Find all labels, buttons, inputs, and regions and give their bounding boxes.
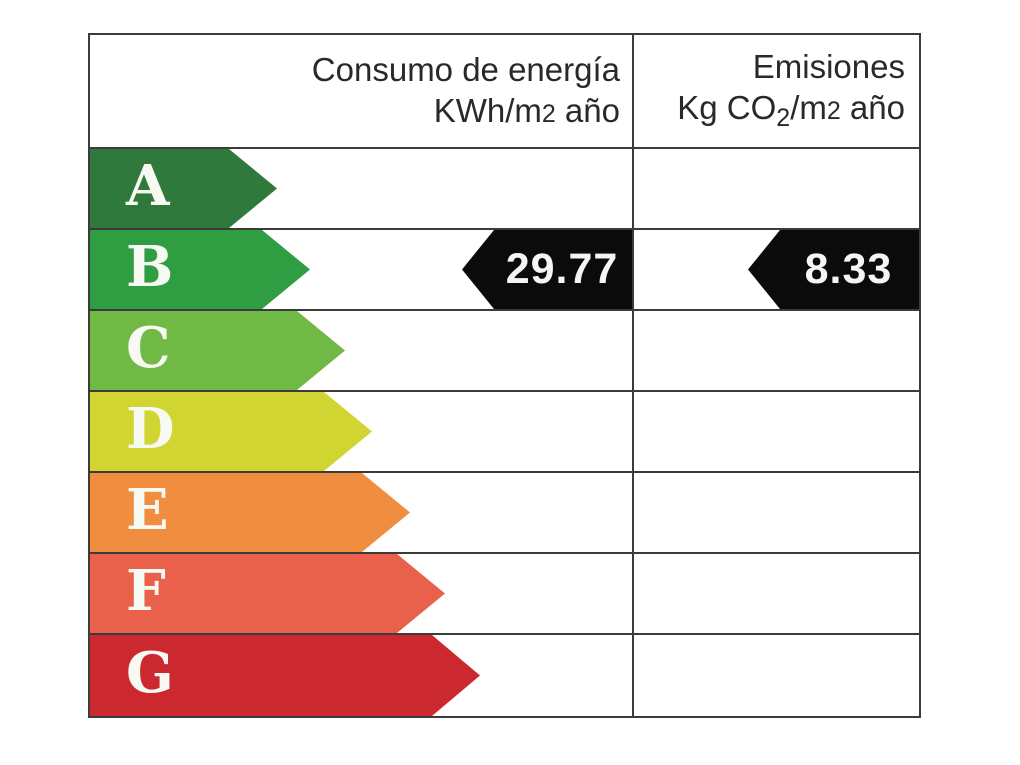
energy-rating-table: Consumo de energía KWh/m2 año Emisiones … — [88, 33, 921, 718]
rating-row-g: G — [90, 635, 919, 716]
rating-arrow-g: G — [90, 635, 480, 716]
rating-arrow-f: F — [90, 554, 445, 633]
header-consumption-line2: KWh/m2 año — [433, 92, 620, 129]
header-emissions: Emisiones Kg CO2/m2 año — [634, 35, 919, 147]
rating-arrow-b: B — [90, 230, 310, 309]
consumption-indicator-arrow: 29.77 — [462, 230, 632, 309]
rating-row-f: F — [90, 554, 919, 635]
emissions-indicator-arrow: 8.33 — [748, 230, 919, 309]
header-emissions-line2: Kg CO2/m2 año — [677, 88, 905, 132]
grade-letter-g: G — [126, 639, 174, 706]
emissions-value: 8.33 — [804, 245, 893, 293]
grade-letter-b: B — [126, 233, 174, 300]
table-header-row: Consumo de energía KWh/m2 año Emisiones … — [90, 35, 919, 149]
consumption-value: 29.77 — [505, 245, 619, 293]
rating-row-c: C — [90, 311, 919, 392]
grade-letter-d: D — [126, 395, 175, 462]
rating-arrow-a: A — [90, 149, 277, 228]
rating-row-a: A — [90, 149, 919, 230]
grade-letter-a: A — [126, 152, 170, 219]
rating-row-e: E — [90, 473, 919, 554]
grade-letter-f: F — [126, 557, 166, 624]
column-divider — [632, 35, 634, 716]
header-consumption: Consumo de energía KWh/m2 año — [90, 35, 634, 147]
grade-letter-e: E — [126, 476, 169, 543]
rating-arrow-e: E — [90, 473, 410, 552]
rating-row-d: D — [90, 392, 919, 473]
grade-letter-c: C — [126, 314, 171, 381]
header-emissions-line1: Emisiones — [752, 47, 905, 85]
rating-arrow-d: D — [90, 392, 372, 471]
rating-arrow-c: C — [90, 311, 345, 390]
header-consumption-line1: Consumo de energía — [311, 51, 620, 88]
rating-row-b: B 29.77 8.33 — [90, 230, 919, 311]
